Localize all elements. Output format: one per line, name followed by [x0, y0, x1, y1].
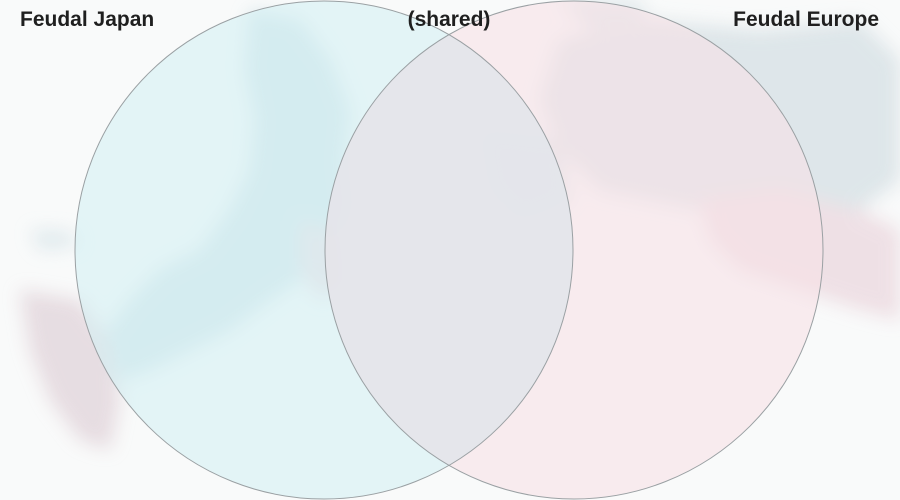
set-left-outline — [74, 0, 574, 500]
set-left-label: Feudal Japan — [20, 8, 155, 31]
intersection-label: (shared) — [407, 8, 491, 31]
set-right-outline — [324, 0, 824, 500]
set-right-label: Feudal Europe — [733, 8, 879, 31]
intersection-region — [325, 1, 573, 499]
